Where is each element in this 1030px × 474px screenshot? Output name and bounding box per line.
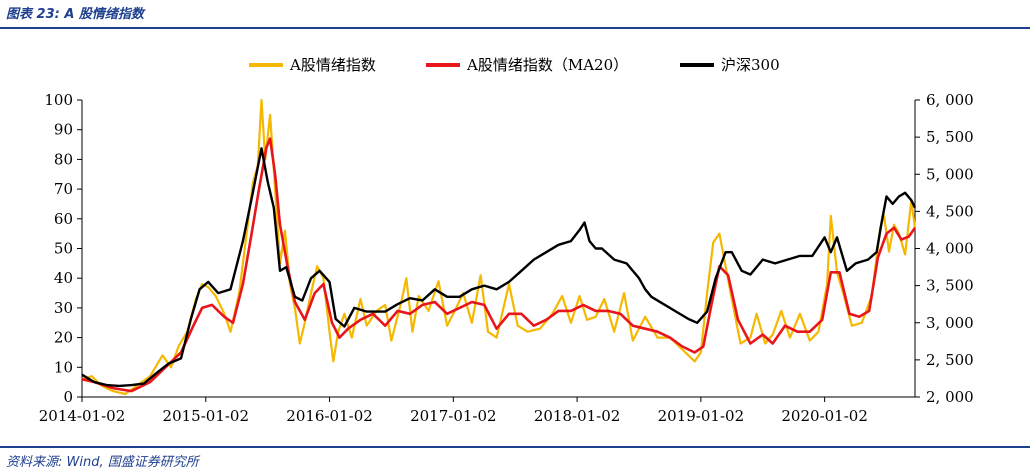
- y-right-tick-label: 5, 000: [926, 165, 974, 183]
- y-left-tick-label: 50: [54, 240, 73, 258]
- x-tick-label: 2014-01-02: [39, 407, 125, 425]
- axes: 0 10 20 30 40 50 60 70 80 90 100 2, 000 2, 500 3, 000…: [39, 91, 974, 425]
- y-right-tick-label: 4, 500: [926, 202, 974, 220]
- y-right-tick-label: 4, 000: [926, 240, 974, 258]
- x-tick-label: 2018-01-02: [534, 407, 620, 425]
- y-left-tick-label: 40: [54, 269, 73, 287]
- y-left-tick-label: 0: [63, 388, 73, 406]
- y-left-tick-label: 20: [54, 329, 73, 347]
- source-note: 资料来源: Wind, 国盛证券研究所: [6, 455, 199, 470]
- bottom-rule: [0, 446, 1030, 448]
- legend-label-hs300: 沪深300: [721, 56, 780, 74]
- x-tick-label: 2016-01-02: [286, 407, 372, 425]
- x-tick-label: 2019-01-02: [658, 407, 744, 425]
- y-left-tick-label: 100: [44, 91, 73, 109]
- legend-label-ma20: A股情绪指数（MA20）: [466, 56, 628, 74]
- x-tick-label: 2017-01-02: [410, 407, 496, 425]
- series-line-sentiment: [81, 98, 917, 396]
- x-tick-label: 2020-01-02: [781, 407, 867, 425]
- y-left-tick-label: 80: [54, 150, 73, 168]
- y-left-tick-label: 60: [54, 210, 73, 228]
- legend: A股情绪指数 A股情绪指数（MA20） 沪深300: [249, 56, 780, 74]
- y-left-tick-label: 30: [54, 299, 73, 317]
- y-left-tick-label: 10: [54, 358, 73, 376]
- y-right-tick-label: 3, 000: [926, 314, 974, 332]
- x-tick-label: 2015-01-02: [163, 407, 249, 425]
- series-line-ma20: [81, 137, 917, 393]
- y-right-tick-label: 2, 500: [926, 351, 974, 369]
- figure-title: 图表 23: A 股情绪指数: [6, 7, 144, 22]
- y-right-tick-label: 6, 000: [926, 91, 974, 109]
- series-lines: [81, 98, 917, 396]
- legend-label-sentiment: A股情绪指数: [289, 56, 376, 74]
- y-right-tick-label: 3, 500: [926, 277, 974, 295]
- series-line-hs300: [81, 147, 917, 388]
- y-right-tick-label: 5, 500: [926, 128, 974, 146]
- top-rule: [0, 27, 1030, 29]
- chart-area: A股情绪指数 A股情绪指数（MA20） 沪深300 0 10 20 30 40 50 60 7…: [39, 56, 974, 425]
- y-right-tick-label: 2, 000: [926, 388, 974, 406]
- y-left-tick-label: 70: [54, 180, 73, 198]
- y-left-tick-label: 90: [54, 121, 73, 139]
